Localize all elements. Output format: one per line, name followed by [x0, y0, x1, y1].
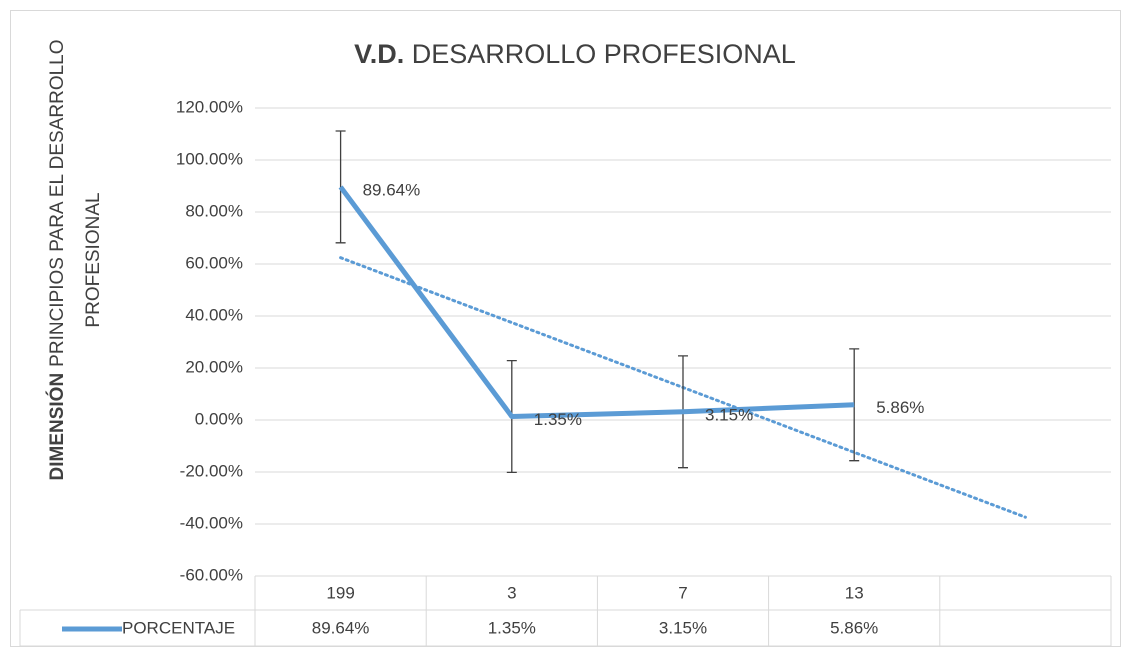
data-label: 89.64%: [363, 180, 421, 199]
x-tick-label: 3: [507, 583, 516, 602]
x-tick-label: 199: [326, 583, 354, 602]
y-tick-label: -40.00%: [180, 513, 243, 532]
table-cell: 3.15%: [659, 618, 707, 637]
table-cell: 1.35%: [488, 618, 536, 637]
y-tick-label: 40.00%: [185, 305, 243, 324]
y-tick-label: 120.00%: [176, 97, 243, 116]
series-line: [338, 185, 855, 419]
table-cell: 5.86%: [830, 618, 878, 637]
data-label: 1.35%: [534, 410, 582, 429]
chart-border: [10, 10, 1121, 647]
data-label: 5.86%: [876, 398, 924, 417]
y-axis-title-bold: DIMENSIÓN: [46, 373, 68, 481]
y-tick-label: 80.00%: [185, 201, 243, 220]
data-label: 3.15%: [705, 405, 753, 424]
y-axis-title: DIMENSIÓN PRINCIPIOS PARA EL DESARROLLO PR…: [46, 39, 104, 480]
chart-title: V.D. DESARROLLO PROFESIONAL: [354, 39, 796, 69]
y-tick-label: 60.00%: [185, 253, 243, 272]
y-tick-label: 0.00%: [195, 409, 243, 428]
y-axis-title-line: DIMENSIÓN PRINCIPIOS PARA EL DESARROLLO: [46, 39, 68, 480]
y-axis-title-text: PRINCIPIOS PARA EL DESARROLLO: [47, 39, 68, 366]
y-tick-label: 100.00%: [176, 149, 243, 168]
y-tick-label: -60.00%: [180, 565, 243, 584]
y-axis-title-line: PROFESIONAL: [83, 192, 104, 327]
y-tick-label: -20.00%: [180, 461, 243, 480]
x-tick-label: 13: [845, 583, 864, 602]
legend-label: PORCENTAJE: [122, 618, 235, 637]
y-tick-label: 20.00%: [185, 357, 243, 376]
table-cell: 89.64%: [312, 618, 370, 637]
title-bold: V.D.: [354, 39, 404, 69]
title-rest: DESARROLLO PROFESIONAL: [404, 39, 796, 69]
x-tick-label: 7: [678, 583, 687, 602]
